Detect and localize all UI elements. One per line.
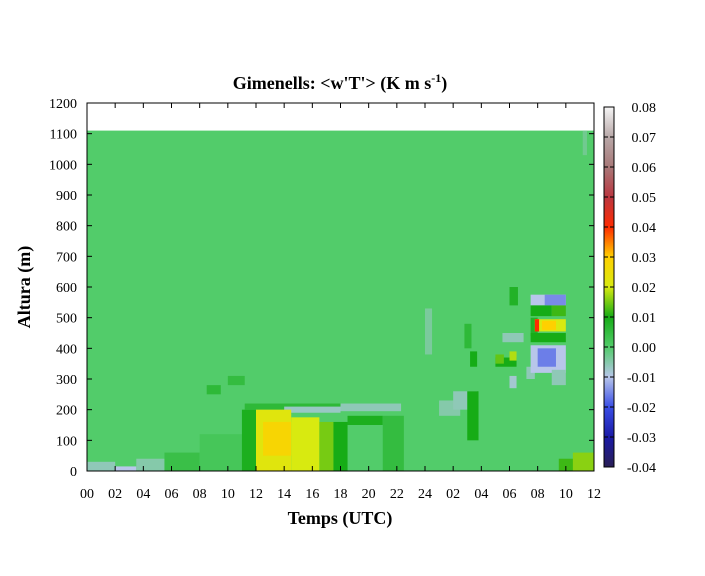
heatmap-cell [227, 375, 245, 386]
heatmap-cell [382, 415, 404, 471]
heatmap-cell [509, 375, 517, 389]
y-tick-label: 1100 [50, 128, 77, 143]
x-tick-label: 24 [418, 487, 432, 502]
y-tick-label: 900 [56, 189, 77, 204]
y-tick-label: 400 [56, 342, 77, 357]
title-superscript: -1 [431, 71, 441, 85]
chart-title: Gimenells: <w'T'> (K m s-1) [233, 71, 448, 94]
x-tick-label: 12 [587, 487, 601, 502]
heatmap-cell [537, 348, 556, 367]
y-tick-label: 1000 [49, 158, 77, 173]
heatmap-cell [263, 421, 292, 456]
heatmap-cell [572, 452, 594, 471]
x-tick-label: 10 [559, 487, 573, 502]
heatmap-cell [206, 385, 221, 395]
heatmap-cell [244, 403, 341, 410]
heatmap-cell [509, 287, 518, 306]
heatmap-cell [467, 391, 479, 441]
x-tick-label: 18 [334, 487, 348, 502]
heatmap-cell [164, 452, 200, 471]
heatmap-cell [495, 354, 504, 364]
x-tick-label: 08 [531, 487, 545, 502]
colorbar-tick-label: 0.00 [632, 341, 657, 356]
heatmap-cell [291, 417, 320, 471]
heatmap-cell [541, 320, 556, 330]
heatmap-cell [551, 369, 566, 386]
colorbar-tick-label: -0.04 [627, 461, 656, 476]
heatmap-cell [534, 319, 540, 332]
y-tick-label: 0 [70, 465, 77, 480]
heatmap-cell [530, 305, 552, 317]
y-tick-label: 1200 [49, 97, 77, 112]
y-axis: 0 100 200 300 400 500 600 700 800 900 1000 1100 1200 [49, 97, 594, 480]
heatmap-cell [470, 351, 478, 367]
y-axis-label: Altura (m) [14, 246, 35, 328]
x-tick-label: 08 [193, 487, 207, 502]
x-tick-label: 04 [474, 487, 488, 502]
colorbar-tick-label: 0.07 [632, 131, 657, 146]
heatmap-cell [509, 351, 517, 361]
colorbar-tick-label: 0.02 [632, 281, 657, 296]
y-tick-label: 500 [56, 312, 77, 327]
x-axis: 00 02 04 06 08 10 12 14 16 18 20 22 24 02 04 06 08 10 12 [80, 103, 601, 502]
heatmap-cell [347, 415, 383, 425]
heatmap-cell [530, 333, 566, 343]
x-tick-label: 14 [277, 487, 291, 502]
heatmap-cell [551, 305, 566, 317]
heatmap-cell [333, 421, 348, 471]
x-tick-label: 04 [136, 487, 150, 502]
y-tick-label: 600 [56, 281, 77, 296]
x-tick-label: 00 [80, 487, 94, 502]
heatmap-cell [241, 409, 256, 471]
heatmap-cell [502, 333, 524, 343]
x-tick-label: 12 [249, 487, 263, 502]
heatmap-cell [425, 308, 433, 355]
y-tick-label: 700 [56, 250, 77, 265]
colorbar-tick-label: 0.08 [632, 101, 657, 116]
y-tick-label: 300 [56, 373, 77, 388]
heatmap-cell [115, 466, 137, 471]
x-tick-label: 20 [362, 487, 376, 502]
x-axis-label: Temps (UTC) [288, 508, 393, 529]
heatmap-cell [340, 403, 402, 412]
colorbar-tick-label: 0.04 [632, 221, 657, 236]
colorbar-tick-label: -0.02 [627, 401, 656, 416]
x-tick-label: 22 [390, 487, 404, 502]
colorbar-tick-label: 0.01 [632, 311, 657, 326]
x-tick-label: 16 [305, 487, 319, 502]
colorbar-tick-label: 0.05 [632, 191, 657, 206]
heatmap-cell [544, 294, 566, 306]
heatmap-cell [87, 461, 116, 471]
x-tick-label: 10 [221, 487, 235, 502]
y-tick-label: 800 [56, 220, 77, 235]
heatmap-cell [199, 434, 242, 471]
x-tick-label: 02 [446, 487, 460, 502]
colorbar-tick-label: -0.03 [627, 431, 656, 446]
x-tick-label: 02 [108, 487, 122, 502]
colorbar-tick-label: 0.03 [632, 251, 657, 266]
colorbar-ticks: -0.04 -0.03 -0.02 -0.01 0.00 0.01 0.02 0.03 0.04… [604, 101, 656, 476]
heatmap-cell [136, 458, 165, 471]
heatmap-cell [319, 421, 334, 471]
heatmap-cell [284, 406, 341, 413]
y-tick-label: 200 [56, 404, 77, 419]
y-tick-label: 100 [56, 434, 77, 449]
heatmap-cell [495, 357, 517, 367]
x-tick-label: 06 [165, 487, 179, 502]
x-tick-label: 06 [503, 487, 517, 502]
title-suffix: ) [441, 73, 447, 94]
heatmap-cell [530, 317, 538, 337]
heatmap-cell [582, 130, 587, 156]
heatmap [87, 130, 594, 471]
colorbar-tick-label: 0.06 [632, 161, 657, 176]
colorbar-tick-label: -0.01 [627, 371, 656, 386]
colorbar: -0.04 -0.03 -0.02 -0.01 0.00 0.01 0.02 0.03 0.04… [603, 101, 656, 476]
heatmap-cell [464, 323, 472, 349]
